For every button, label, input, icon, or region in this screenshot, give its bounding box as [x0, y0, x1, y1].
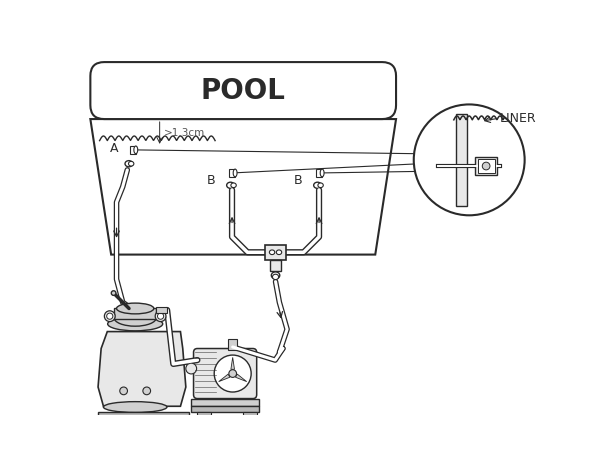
- Circle shape: [143, 387, 151, 395]
- Circle shape: [120, 387, 127, 395]
- Circle shape: [186, 363, 197, 374]
- Circle shape: [229, 370, 236, 377]
- Bar: [229, 169, 235, 177]
- Ellipse shape: [125, 161, 133, 167]
- Bar: [191, 406, 259, 412]
- Circle shape: [158, 313, 164, 319]
- Bar: [228, 339, 238, 350]
- Circle shape: [104, 311, 115, 322]
- Circle shape: [107, 313, 113, 319]
- Ellipse shape: [271, 272, 280, 279]
- Ellipse shape: [269, 250, 275, 254]
- Polygon shape: [218, 374, 230, 382]
- FancyBboxPatch shape: [194, 349, 257, 398]
- Circle shape: [482, 162, 490, 170]
- Bar: [197, 412, 211, 420]
- Ellipse shape: [231, 183, 236, 188]
- Ellipse shape: [134, 146, 138, 154]
- Text: POOL: POOL: [201, 76, 286, 104]
- Ellipse shape: [116, 303, 154, 314]
- FancyBboxPatch shape: [91, 62, 396, 119]
- Bar: [114, 308, 157, 319]
- Text: >1.3cm: >1.3cm: [164, 128, 205, 138]
- Ellipse shape: [318, 183, 323, 188]
- Bar: [103, 425, 118, 432]
- Bar: [270, 260, 281, 271]
- Polygon shape: [231, 357, 235, 369]
- Bar: [191, 398, 259, 406]
- Bar: [98, 411, 189, 419]
- Circle shape: [214, 355, 251, 392]
- Ellipse shape: [233, 169, 237, 177]
- Bar: [456, 114, 467, 206]
- Polygon shape: [98, 332, 186, 406]
- Bar: [478, 159, 494, 173]
- Circle shape: [414, 104, 524, 215]
- Bar: [157, 307, 167, 313]
- Polygon shape: [91, 119, 396, 254]
- Ellipse shape: [314, 182, 322, 188]
- Circle shape: [155, 311, 166, 322]
- Text: LINER: LINER: [500, 112, 536, 125]
- Bar: [243, 412, 257, 420]
- Bar: [178, 425, 192, 432]
- Bar: [475, 157, 497, 175]
- Bar: [265, 245, 286, 260]
- Ellipse shape: [227, 182, 235, 188]
- Ellipse shape: [128, 161, 134, 166]
- Text: A: A: [110, 142, 119, 155]
- Bar: [130, 146, 136, 154]
- Bar: [316, 169, 322, 177]
- Text: B: B: [206, 174, 215, 187]
- Circle shape: [112, 291, 116, 295]
- Bar: [103, 419, 184, 425]
- Ellipse shape: [103, 402, 167, 412]
- Ellipse shape: [114, 309, 157, 326]
- Ellipse shape: [320, 169, 324, 177]
- Polygon shape: [235, 374, 247, 382]
- Text: B: B: [293, 174, 302, 187]
- Ellipse shape: [271, 249, 278, 255]
- Ellipse shape: [277, 250, 282, 254]
- Ellipse shape: [272, 274, 278, 280]
- Ellipse shape: [107, 317, 163, 331]
- Ellipse shape: [273, 249, 281, 255]
